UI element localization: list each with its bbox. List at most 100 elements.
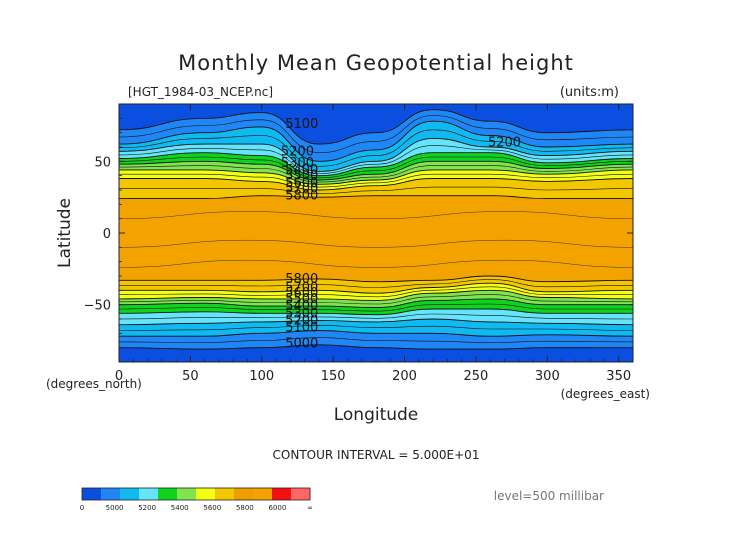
y-axis-label: Latitude [55, 198, 75, 268]
x-tick-label: 200 [392, 369, 417, 384]
colorbar-segment [272, 488, 292, 500]
contour-label: 5600 [285, 176, 318, 191]
contour-mid-north-6 [119, 165, 633, 183]
x-tick-label: 100 [249, 369, 274, 384]
contour-south-8 [119, 275, 633, 283]
contour-label: 5600 [285, 286, 318, 301]
x-axis-label: Longitude [334, 405, 419, 425]
colorbar-segment [177, 488, 197, 500]
colorbar-segment [82, 488, 102, 500]
x-axis-ticks: 0 50 100 150 200 250 300 350 [115, 104, 631, 384]
contour-lines [119, 109, 633, 350]
file-label: [HGT_1984-03_NCEP.nc] [128, 85, 273, 99]
contour-south-7 [119, 282, 633, 294]
band-north-5200_5300 [119, 138, 633, 176]
contour-mid-north-3 [119, 129, 633, 167]
x-unit-label: (degrees_east) [561, 387, 650, 401]
contour-mid-south-2 [119, 337, 633, 343]
colorbar-tick-label: 5400 [171, 504, 189, 512]
band-south-5000_5100 [119, 330, 633, 350]
colorbar-tick-label: 5000 [106, 504, 124, 512]
contour-mid-north-2 [119, 115, 633, 154]
contour-south-4 [119, 308, 633, 316]
colorbar-tick-label: 5800 [236, 504, 254, 512]
band-south-5300_5400 [119, 298, 633, 315]
contour-north-7 [119, 178, 633, 191]
contour-label: 5700 [285, 182, 318, 197]
contour-north-4 [119, 152, 633, 177]
y-unit-label: (degrees_north) [46, 377, 142, 391]
x-tick-label: 250 [464, 369, 489, 384]
colorbar-tick-label: 0 [80, 504, 84, 512]
contour-label: 5700 [285, 280, 318, 295]
band-north-5100_5200 [119, 121, 633, 172]
contour-mid-south-4 [119, 313, 633, 320]
contour-label: 5500 [285, 169, 318, 184]
units-label: (units:m) [560, 85, 619, 100]
colorbar-segment [291, 488, 311, 500]
contour-label: 5200 [281, 144, 314, 159]
x-tick-label: 350 [606, 369, 631, 384]
contour-mid-south-6 [119, 294, 633, 305]
contour-mid-north-4 [119, 145, 633, 174]
colorbar-segment [215, 488, 235, 500]
y-tick-label: −50 [84, 299, 111, 314]
contour-south-3 [119, 318, 633, 326]
contour-mid-north-8 [119, 186, 633, 194]
contour-north-2 [119, 120, 633, 162]
contour-label: 5100 [285, 117, 318, 132]
x-tick-label: 300 [535, 369, 560, 384]
contour-south-6 [119, 289, 633, 301]
contour-mid-south-7 [119, 286, 633, 298]
contour-south-1 [119, 344, 633, 350]
contour-label: 5200 [285, 313, 318, 328]
contour-south-2 [119, 330, 633, 337]
contour-mid-south-5 [119, 303, 633, 312]
contour-mid-north-7 [119, 173, 633, 188]
band-south-5200_5300 [119, 309, 633, 325]
x-tick-label: 150 [321, 369, 346, 384]
contour-interval-label: CONTOUR INTERVAL = 5.000E+01 [273, 448, 480, 462]
contour-label: 5300 [281, 156, 314, 171]
colorbar-segment [196, 488, 216, 500]
x-tick-label: 50 [182, 369, 199, 384]
contour-tropical-2 [119, 259, 633, 268]
band-south-5400_5500 [119, 290, 633, 308]
colorbar-segment [139, 488, 159, 500]
colorbar-segment [158, 488, 178, 500]
colorbar-ticks: 0 5000 5200 5400 5600 5800 6000 ∞ [80, 504, 313, 512]
contour-labels: 5100520053005400550056005700580052005800… [281, 117, 521, 351]
contour-label: 5800 [285, 272, 318, 287]
contour-label: 5400 [285, 163, 318, 178]
colorbar-tick-label: 6000 [269, 504, 287, 512]
colorbar-frame [81, 487, 311, 501]
y-tick-label: 50 [94, 155, 111, 170]
contour-label: 5200 [488, 136, 521, 151]
contour-label: 5400 [285, 299, 318, 314]
y-axis-ticks: 50 0 −50 [84, 117, 633, 349]
band-north-below_5000 [119, 104, 633, 145]
band-north-5400_5500 [119, 161, 633, 185]
colorbar-tick-label: 5200 [138, 504, 156, 512]
colorbar [81, 487, 311, 501]
level-label: level=500 millibar [494, 489, 604, 503]
colorbar-tick-label: 5600 [203, 504, 221, 512]
colorbar-segment [101, 488, 121, 500]
contour-north-1 [119, 109, 633, 145]
contour-tropical-0 [119, 211, 633, 219]
contour-tropical-1 [119, 239, 633, 248]
contour-south-5 [119, 298, 633, 308]
contour-mid-south-3 [119, 325, 633, 331]
contour-mid-north-5 [119, 156, 633, 179]
contour-mid-south-8 [119, 279, 633, 288]
band-north-5600_5700 [119, 178, 633, 199]
contour-label: 5800 [285, 189, 318, 204]
colorbar-segment [120, 488, 140, 500]
contour-north-5 [119, 160, 633, 181]
colorbar-tick-label: ∞ [307, 504, 313, 512]
contour-label: 5300 [285, 306, 318, 321]
colorbar-segment [234, 488, 254, 500]
x-tick-label: 0 [115, 369, 123, 384]
contour-north-8 [119, 195, 633, 200]
contour-label: 5000 [285, 336, 318, 351]
